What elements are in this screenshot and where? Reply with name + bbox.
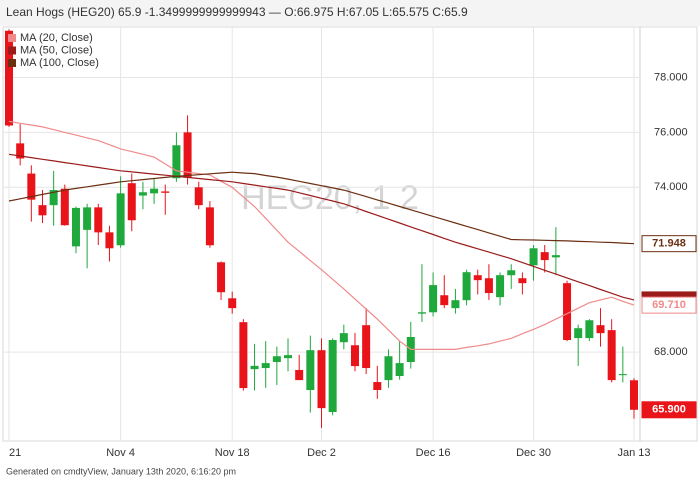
legend-label: MA (100, Close)	[20, 57, 99, 69]
candle-body	[150, 188, 159, 194]
candle-body	[607, 330, 616, 381]
candle-body	[384, 356, 393, 381]
footer: Generated on cmdtyView, January 13th 202…	[6, 466, 236, 476]
candle-body	[484, 278, 493, 294]
candle-body	[161, 191, 170, 193]
candle-body	[618, 374, 627, 376]
candle-body	[138, 192, 147, 196]
candle-body	[27, 173, 36, 200]
candle-body	[563, 283, 572, 341]
value-flag	[641, 235, 697, 253]
candle-body	[60, 188, 69, 226]
legend-label: MA (20, Close)	[20, 32, 93, 44]
candle-body	[38, 205, 47, 216]
candle-body	[116, 193, 125, 246]
x-tick-label: Dec 16	[416, 447, 451, 459]
candle-body	[71, 207, 80, 247]
candle-body	[417, 312, 426, 314]
legend-swatch	[8, 34, 16, 42]
candle-body	[317, 350, 326, 409]
value-flag	[641, 401, 697, 419]
candle-body	[473, 275, 482, 281]
ma-line	[8, 120, 635, 350]
candle-body	[194, 187, 203, 206]
candle-body	[183, 132, 192, 178]
candle-body	[551, 255, 560, 258]
candle-body	[362, 325, 371, 369]
candle-body	[328, 340, 337, 412]
legend-swatch	[8, 59, 16, 67]
y-tick-label: 68.000	[654, 346, 688, 358]
legend-swatch	[8, 46, 16, 55]
candle-body	[94, 207, 103, 233]
candle-body	[228, 298, 237, 309]
candle-body	[49, 190, 58, 206]
y-tick-label: 74.000	[654, 181, 688, 193]
x-tick-label: Jan 13	[617, 447, 650, 459]
watermark: HEG20, 1 2	[241, 179, 419, 217]
y-tick-label: 78.000	[654, 71, 688, 83]
candle-body	[373, 382, 382, 391]
value-flag-label: 71.948	[652, 238, 686, 250]
candle-body	[284, 355, 293, 359]
x-tick-label: 21	[9, 447, 21, 459]
candle-body	[250, 365, 259, 370]
candle-body	[172, 145, 181, 179]
candle-body	[295, 369, 304, 381]
value-flag	[641, 296, 697, 314]
title-bar	[0, 0, 700, 26]
x-tick-label: Nov 4	[106, 447, 135, 459]
candle-body	[451, 300, 460, 309]
candle-body	[462, 272, 471, 301]
candle-body	[596, 325, 605, 334]
value-flag-label: 65.900	[652, 404, 686, 416]
candle-body	[83, 207, 92, 230]
candle-body	[127, 183, 136, 221]
candle-body	[272, 356, 281, 362]
candle-body	[205, 207, 214, 246]
candle-body	[217, 262, 226, 293]
x-tick-label: Dec 30	[516, 447, 551, 459]
candle-body	[540, 252, 549, 261]
legend-label: MA (50, Close)	[20, 44, 93, 56]
candle-body	[440, 295, 449, 306]
candle-body	[585, 320, 594, 339]
candle-body	[105, 232, 114, 249]
x-tick-label: Nov 18	[215, 447, 250, 459]
candle-body	[261, 363, 270, 369]
candle-body	[630, 380, 638, 410]
chart-title: Lean Hogs (HEG20) 65.9 -1.34999999999999…	[6, 5, 468, 19]
candle-body	[496, 275, 505, 298]
candle-body	[16, 143, 25, 159]
candle-body	[518, 278, 527, 284]
ma-line	[8, 171, 635, 245]
candle-body	[574, 328, 583, 339]
candle-body	[339, 333, 348, 343]
candle-body	[350, 345, 359, 367]
candle-body	[239, 322, 248, 389]
candle-body	[306, 350, 315, 391]
candle-body	[529, 248, 538, 266]
candle-body	[507, 270, 516, 276]
candle-body	[5, 30, 13, 126]
value-flag-label: 69.710	[652, 299, 686, 311]
candle-body	[395, 363, 404, 377]
y-tick-label: 76.000	[654, 126, 688, 138]
ma-line	[8, 153, 635, 301]
plot-frame	[2, 26, 698, 442]
x-tick-label: Dec 2	[307, 447, 336, 459]
candle-body	[429, 285, 438, 313]
